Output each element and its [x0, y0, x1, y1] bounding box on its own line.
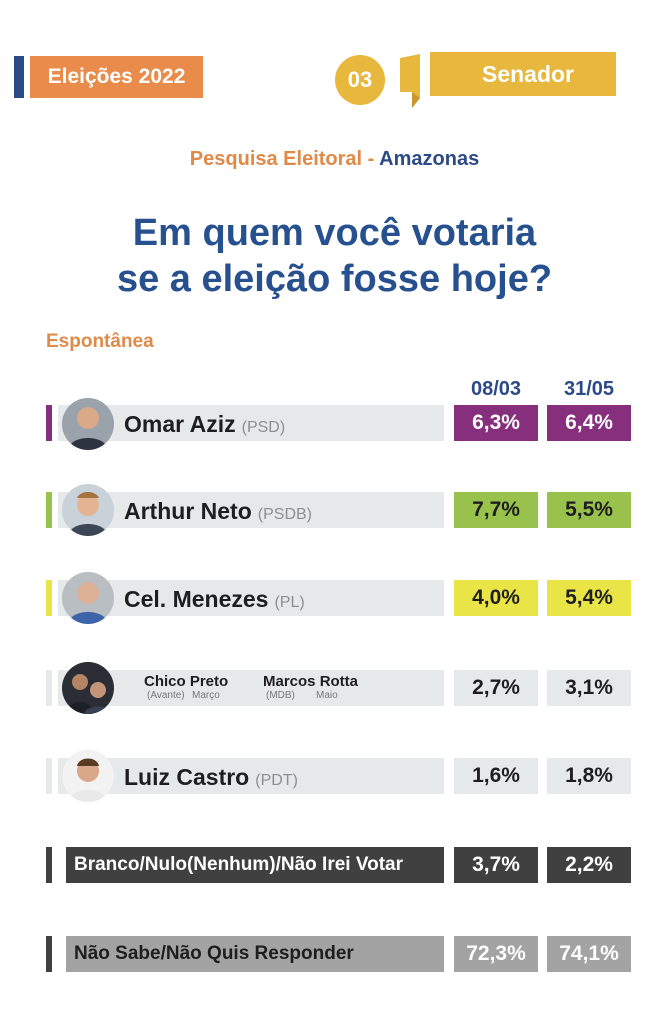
candidate-name: Omar Aziz (PSD): [124, 411, 285, 438]
candidate-name: Luiz Castro (PDT): [124, 764, 298, 791]
value-cell: 3,1%: [547, 670, 631, 706]
name-bar: [58, 492, 444, 528]
value-cell: 2,2%: [547, 847, 631, 883]
value-cell: 4,0%: [454, 580, 538, 616]
survey-label: Pesquisa Eleitoral: [189, 148, 363, 170]
avatar-pair: [62, 662, 114, 714]
question-line-1: Em quem você votaria: [132, 212, 537, 254]
category-label: Branco/Nulo(Nenhum)/Não Irei Votar: [66, 847, 444, 883]
value-cell: 74,1%: [547, 936, 631, 972]
row-marker: [46, 405, 52, 441]
candidate-name: Cel. Menezes (PL): [124, 586, 305, 613]
category-label: Não Sabe/Não Quis Responder: [66, 936, 444, 972]
header-accent-bar: [14, 56, 24, 98]
name-bar: [58, 670, 444, 706]
avatar: [62, 572, 114, 624]
value-cell: 6,3%: [454, 405, 538, 441]
name-bar: [58, 758, 444, 794]
survey-subtitle: Pesquisa Eleitoral - Amazonas: [0, 148, 669, 171]
value-cell: 5,5%: [547, 492, 631, 528]
value-cell: 1,8%: [547, 758, 631, 794]
row-marker: [46, 847, 52, 883]
value-cell: 7,7%: [454, 492, 538, 528]
office-label: Senador: [430, 52, 616, 96]
value-cell: 2,7%: [454, 670, 538, 706]
value-cell: 3,7%: [454, 847, 538, 883]
value-cell: 1,6%: [454, 758, 538, 794]
name-bar: [58, 580, 444, 616]
survey-state: Amazonas: [379, 148, 480, 170]
row-marker: [46, 936, 52, 972]
value-cell: 72,3%: [454, 936, 538, 972]
value-cell: 5,4%: [547, 580, 631, 616]
candidate-party: (PSDB): [257, 506, 313, 523]
avatar: [62, 750, 114, 802]
sub-candidate-party: (MDB): [266, 690, 295, 701]
candidate-party: (PL): [274, 594, 305, 611]
section-label: Espontânea: [46, 331, 154, 352]
candidate-party: (PSD): [241, 419, 286, 436]
avatar: [62, 398, 114, 450]
flag-icon: [400, 54, 420, 108]
date-header-1: 08/03: [470, 378, 522, 400]
date-header-2: 31/05: [563, 378, 615, 400]
sub-candidate-month: Maio: [316, 690, 338, 701]
candidate-name-text: Omar Aziz: [124, 411, 236, 437]
candidate-name-text: Luiz Castro: [124, 764, 250, 790]
candidate-party: (PDT): [255, 772, 298, 789]
row-marker: [46, 580, 52, 616]
survey-separator: -: [367, 148, 375, 170]
sub-candidate-name: Marcos Rotta: [263, 673, 359, 690]
candidate-name-text: Cel. Menezes: [124, 586, 269, 612]
question-line-2: se a eleição fosse hoje?: [116, 258, 553, 300]
number-badge: 03: [335, 55, 385, 105]
row-marker: [46, 670, 52, 706]
value-cell: 6,4%: [547, 405, 631, 441]
candidate-name-text: Arthur Neto: [124, 498, 252, 524]
row-marker: [46, 492, 52, 528]
avatar: [62, 484, 114, 536]
election-tag: Eleições 2022: [30, 56, 203, 98]
name-bar: [58, 405, 444, 441]
sub-candidate-name: Chico Preto: [144, 673, 229, 690]
sub-candidate-party: (Avante): [147, 690, 185, 701]
candidate-name: Arthur Neto (PSDB): [124, 498, 312, 525]
question-title: Em quem você votaria se a eleição fosse …: [0, 210, 669, 302]
row-marker: [46, 758, 52, 794]
sub-candidate-month: Março: [192, 690, 220, 701]
